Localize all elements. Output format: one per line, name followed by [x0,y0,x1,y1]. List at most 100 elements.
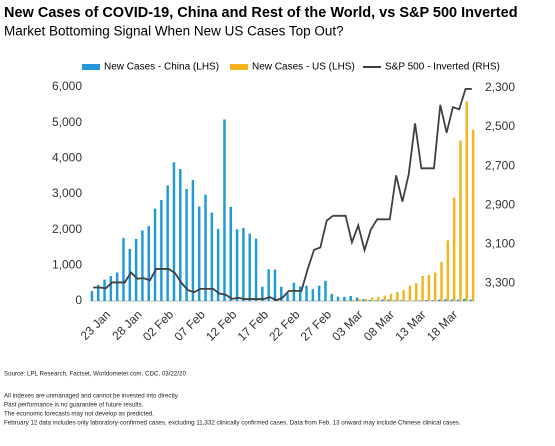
bar [415,283,418,301]
bar [450,299,453,301]
legend-label: S&P 500 - Inverted (RHS) [385,62,500,73]
bar [147,226,150,301]
x-tick-label: 02 Feb [140,307,177,344]
line [93,88,472,302]
bar [465,101,468,302]
bar [298,286,302,301]
footnote: All indexes are unmanaged and cannot be … [4,393,179,400]
bar [141,230,144,301]
bar [427,274,431,301]
y2-tick-label: 3,100 [485,236,515,250]
bar [160,200,163,301]
bar [90,291,94,301]
bar [349,296,352,301]
bar [425,299,428,301]
bar [216,228,220,301]
bar [370,297,374,301]
bar [336,296,340,301]
bar [185,189,188,301]
bar [399,300,403,301]
bar [115,272,119,301]
footnote: Past performance is no guarantee of futu… [4,402,144,409]
bar [446,240,450,301]
bar [254,238,258,301]
x-tick-label: 22 Feb [266,307,303,344]
bar [469,299,472,301]
bar [330,293,333,301]
bar [122,237,125,301]
x-tick-label: 12 Feb [203,307,240,344]
x-tick-label: 17 Feb [235,307,272,344]
x-tick-label: 18 Mar [424,307,460,343]
bar [396,292,399,301]
footnote: The economic forecasts may not develop a… [4,411,154,418]
bar [172,162,176,301]
x-tick-label: 27 Feb [298,307,335,344]
bar [191,180,195,301]
bar [418,300,422,301]
bar [324,280,327,301]
legend-label: New Cases - China (LHS) [104,62,219,73]
bar [292,282,296,301]
bar [204,194,207,301]
bar [305,285,308,301]
x-tick-label: 07 Feb [171,307,208,344]
bar [343,296,346,301]
bar [97,284,100,301]
bar [109,276,113,301]
bar [440,261,443,301]
bar [393,300,397,301]
bar [452,197,456,301]
bar [431,300,434,301]
bar [280,286,283,301]
bar [377,296,380,301]
bar [345,300,349,301]
footnote: Source: LPL Research, Factset, Worldomet… [4,371,186,378]
y-tick-label: 0 [75,293,82,307]
y-tick-label: 5,000 [52,115,82,129]
bar [408,285,412,301]
bar [210,212,214,301]
bar [197,206,201,301]
y2-tick-label: 2,700 [485,158,515,172]
y2-tick-label: 2,500 [485,119,515,133]
bar [179,169,182,301]
bar [317,285,321,301]
legend-swatch [82,64,100,70]
y-tick-label: 2,000 [52,222,82,236]
x-tick-label: 03 Mar [329,307,365,343]
x-tick-label: 23 Jan [78,307,113,342]
bar [433,272,437,301]
y-tick-label: 1,000 [52,258,82,272]
bar [463,298,466,301]
footnote: February 12 data includes only laborator… [4,420,461,427]
bar [362,299,365,301]
x-tick-label: 13 Mar [392,307,428,343]
bar [134,238,138,301]
bar [166,185,169,301]
bar [235,229,239,301]
bar [381,299,384,301]
bar [229,206,233,301]
bar [351,299,355,301]
bar [261,286,264,301]
bar [374,300,378,301]
bar [364,298,368,301]
chart-subtitle: Market Bottoming Signal When New US Case… [4,24,344,39]
y-tick-label: 4,000 [52,151,82,165]
x-tick-label: 28 Jan [109,307,144,342]
bar [402,290,405,301]
chart-title: New Cases of COVID-19, China and Rest of… [4,5,518,21]
legend-swatch [230,64,248,70]
bar [444,299,447,301]
bar [459,140,462,301]
bar [358,299,361,301]
legend-label: New Cases - US (LHS) [252,62,355,73]
bar [248,233,251,301]
bar [421,276,424,301]
y2-tick-label: 3,300 [485,276,515,290]
bar [383,295,386,301]
bar [267,269,270,301]
bar [242,227,245,301]
